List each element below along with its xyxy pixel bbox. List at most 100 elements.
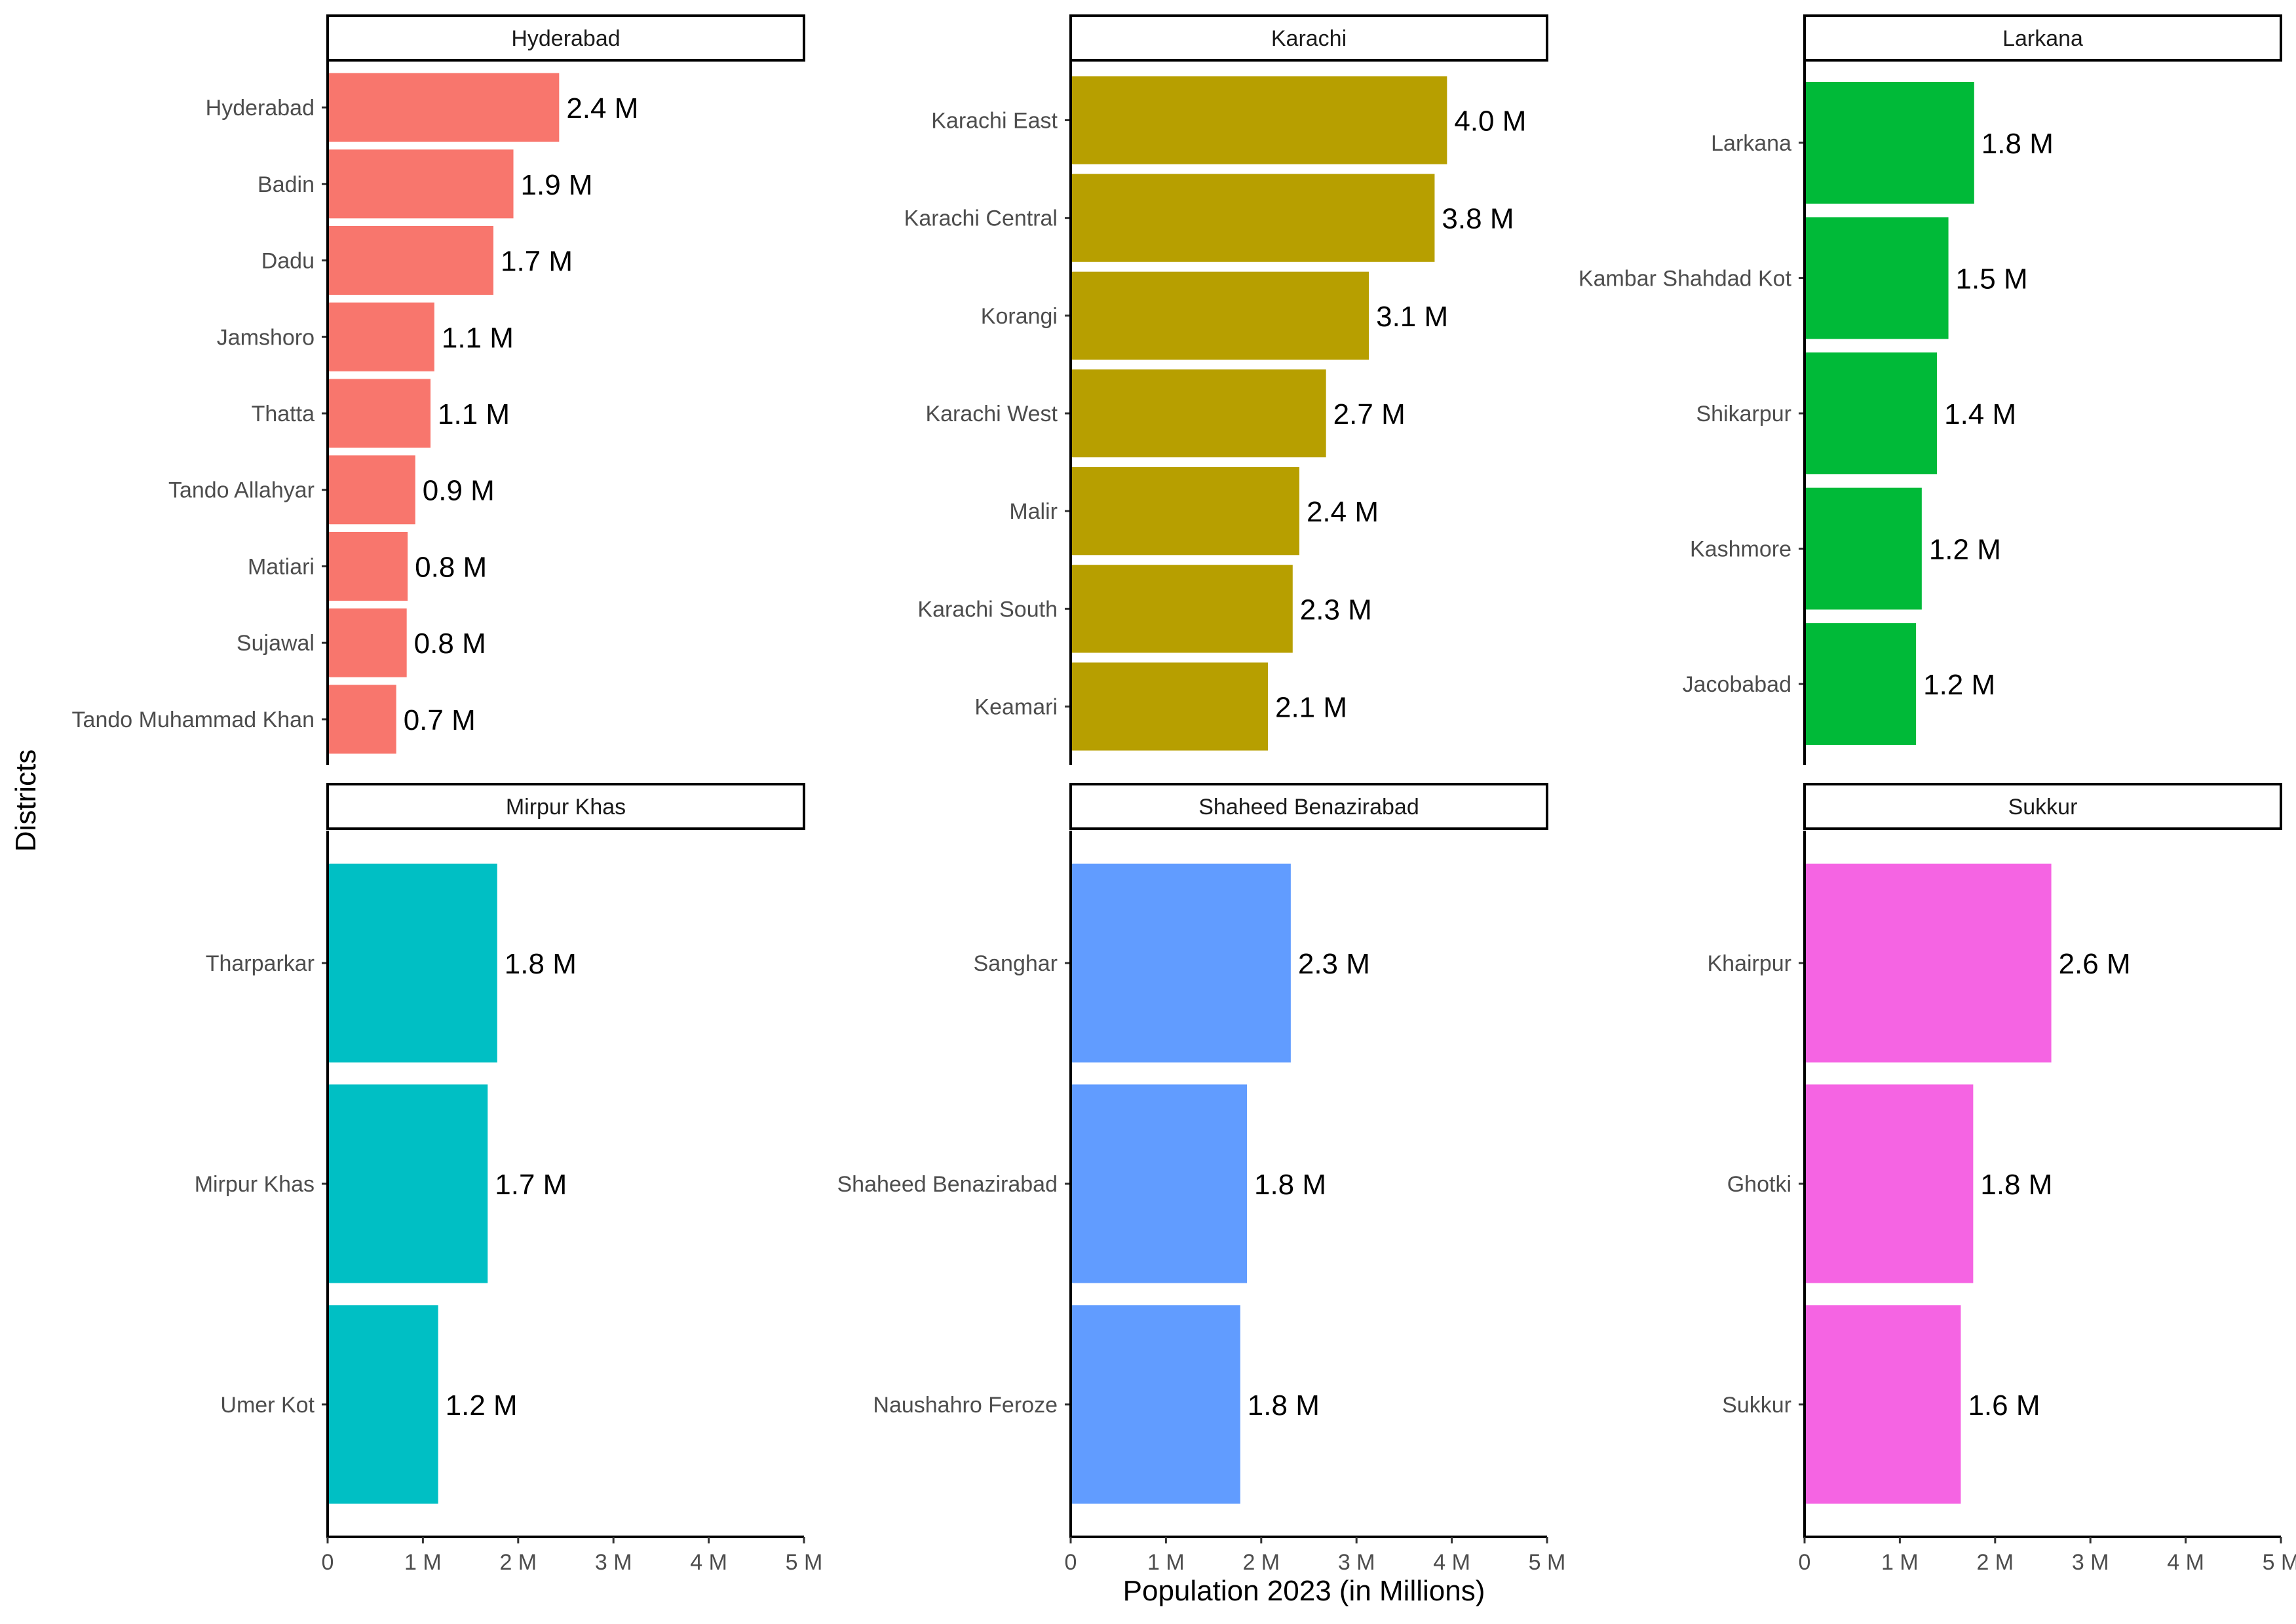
bar [1805,623,1917,746]
x-tick-label: 1 M [404,1550,442,1575]
data-label: 1.1 M [438,398,510,430]
x-tick-label: 1 M [1881,1550,1919,1575]
bar [1805,1084,1974,1283]
data-label: 3.1 M [1376,301,1448,333]
y-tick-label: Sanghar [973,951,1058,976]
data-label: 2.4 M [566,92,638,124]
data-label: 1.8 M [505,948,577,980]
data-label: 3.8 M [1442,203,1514,235]
facet-strip-title: Sukkur [2008,795,2078,820]
panel-6: Sukkur Khairpur 2.6 M Ghotki 1.8 M Sukkur 1.6 … [1707,783,2296,1575]
y-tick-label: Khairpur [1707,951,1791,976]
data-label: 1.8 M [1254,1169,1326,1201]
panel-1: Hyderabad Hyderabad 2.4 M Badin 1.9 M Dadu 1.7… [72,14,805,765]
panel-5: Shaheed Benazirabad Sanghar 2.3 M Shaheed B… [837,783,1565,1575]
x-tick-label: 5 M [2263,1550,2296,1575]
bar [328,531,408,601]
data-label: 2.3 M [1300,594,1372,626]
x-tick-label: 1 M [1147,1550,1185,1575]
data-label: 1.7 M [495,1169,567,1201]
data-label: 2.6 M [2059,948,2131,980]
y-tick-label: Tharparkar [206,951,315,976]
data-label: 2.3 M [1298,948,1370,980]
facet-strip [326,14,805,62]
bar [328,685,396,754]
x-tick-label: 0 [1799,1550,1811,1575]
bar [1805,863,2052,1063]
facet-strip-title: Larkana [2002,26,2083,51]
bar [1071,467,1299,556]
bar [1071,1305,1240,1504]
data-label: 0.8 M [415,551,487,583]
y-tick-label: Badin [258,172,315,197]
data-label: 1.2 M [1929,534,2001,566]
x-tick-label: 3 M [595,1550,632,1575]
y-tick-label: Keamari [974,695,1058,720]
y-tick-label: Sukkur [1722,1393,1791,1418]
bar [328,608,407,677]
bar [1805,1305,1961,1504]
bar [1805,487,1922,610]
panel-3: Larkana Larkana 1.8 M Kambar Shahdad Kot 1.5… [1578,14,2282,765]
y-tick-label: Korangi [981,304,1058,329]
bar [328,302,434,371]
y-tick-label: Naushahro Feroze [873,1393,1058,1418]
bar [1805,81,1974,204]
x-tick-label: 0 [322,1550,334,1575]
bar [1071,174,1435,262]
y-tick-label: Shaheed Benazirabad [837,1172,1058,1197]
facet-strip-title: Karachi [1271,26,1347,51]
y-tick-label: Karachi East [931,109,1058,134]
x-axis-title: Population 2023 (in Millions) [1123,1575,1485,1607]
y-axis-title: Districts [10,749,42,852]
bar [1071,369,1326,458]
x-tick-label: 3 M [1338,1550,1375,1575]
y-tick-label: Jamshoro [217,325,315,350]
x-tick-label: 4 M [1433,1550,1470,1575]
facet-strip-title: Hyderabad [511,26,620,51]
bar [1071,863,1291,1063]
y-tick-label: Jacobabad [1683,672,1791,697]
bar [328,863,497,1063]
y-tick-label: Kambar Shahdad Kot [1578,266,1792,291]
data-label: 2.4 M [1307,496,1379,528]
y-tick-label: Karachi Central [904,206,1058,231]
y-tick-label: Shikarpur [1696,402,1791,426]
x-tick-label: 3 M [2072,1550,2109,1575]
panel-4: Mirpur Khas Tharparkar 1.8 M Mirpur Khas 1.7… [195,783,822,1575]
facet-strip-title: Mirpur Khas [506,795,626,820]
bar [1071,565,1293,653]
data-label: 1.4 M [1944,398,2016,430]
y-tick-label: Matiari [248,554,315,579]
bar [328,73,560,142]
data-label: 2.1 M [1275,692,1347,724]
data-label: 1.8 M [1980,1169,2052,1201]
y-tick-label: Dadu [261,249,315,274]
bar [1071,271,1369,360]
data-label: 1.6 M [1968,1389,2040,1422]
y-tick-label: Thatta [252,402,315,426]
x-tick-label: 2 M [1976,1550,2014,1575]
bar [328,149,514,219]
bar [328,1084,488,1283]
panels-layer: Hyderabad Hyderabad 2.4 M Badin 1.9 M Dadu 1.7… [72,14,2296,1575]
panel-2: Karachi Karachi East 4.0 M Karachi Central 3… [904,14,1548,765]
data-label: 1.2 M [446,1389,518,1422]
x-tick-label: 0 [1065,1550,1077,1575]
bar [1071,76,1447,164]
bar [1071,662,1268,751]
bar [1805,352,1938,474]
y-tick-label: Kashmore [1690,537,1791,562]
data-label: 0.9 M [423,475,495,507]
facet-strip [1069,783,1548,830]
y-tick-label: Malir [1009,499,1058,524]
data-label: 2.7 M [1333,398,1406,430]
y-tick-label: Sujawal [237,631,315,656]
y-tick-label: Mirpur Khas [195,1172,315,1197]
y-tick-label: Karachi West [925,402,1058,426]
y-tick-label: Karachi South [917,597,1058,622]
bar [328,225,493,295]
bar [328,1305,438,1504]
bar [1071,1084,1247,1283]
